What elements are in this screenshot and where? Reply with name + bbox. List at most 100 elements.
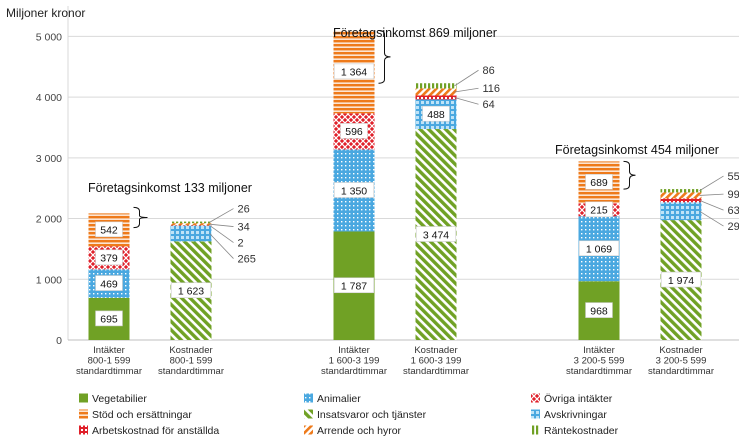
legend-swatch-arr [304, 425, 313, 435]
data-label-box [95, 310, 123, 327]
legend-label-ovr: Övriga intäkter [544, 393, 613, 405]
x-category-label: standardtimmar [566, 366, 632, 377]
bar-segment-avs [170, 225, 212, 242]
x-category-label: 1 600-3 199 [411, 356, 462, 367]
data-label-ins: 1 623 [178, 286, 204, 298]
callout-label-arb: 64 [483, 99, 495, 111]
brace [623, 160, 636, 190]
legend-label-ran: Räntekostnader [544, 425, 619, 437]
data-label-box [660, 271, 702, 288]
y-axis-ticks: 0 1 000 2 000 3 000 4 000 5 000 [36, 31, 62, 347]
data-label-veg: 695 [100, 314, 118, 326]
y-tick-label: 0 [56, 335, 62, 347]
legend-swatch-ins [304, 409, 313, 419]
callout-label-arb: 2 [238, 238, 244, 250]
data-label-sto: 689 [590, 177, 608, 189]
data-label-veg: 968 [590, 305, 608, 317]
legend-swatch-ovr [531, 393, 540, 403]
legend-label-ani: Animalier [317, 393, 361, 405]
x-category-label: 800-1 599 [170, 356, 213, 367]
x-category-label: Intäkter [583, 345, 615, 356]
x-category-label: standardtimmar [321, 366, 387, 377]
callout-line [209, 224, 234, 243]
callout-line [699, 199, 724, 211]
bar-segment-arr [660, 192, 702, 199]
callout-line [454, 87, 479, 93]
data-label-box [585, 174, 613, 190]
callout-label-avs: 294 [728, 221, 739, 233]
callout-line [454, 97, 479, 105]
data-label-box [422, 105, 450, 122]
y-tick-label: 1 000 [36, 274, 62, 286]
data-label-box [333, 182, 375, 198]
data-label-box [585, 201, 613, 218]
bar-segment-arb [660, 198, 702, 203]
legend-swatch-veg [79, 393, 88, 403]
legend-swatch-arb [79, 425, 88, 435]
data-label-avs: 488 [427, 109, 445, 121]
data-label-box [170, 282, 212, 299]
legend-label-veg: Vegetabilier [92, 393, 147, 405]
brace [378, 29, 391, 84]
y-tick-label: 2 000 [36, 214, 62, 226]
callout-label-ran: 26 [238, 204, 250, 216]
callout-label-avs: 265 [238, 254, 256, 266]
data-label-box [95, 249, 123, 266]
callout-line [209, 223, 234, 227]
data-label-ani: 1 069 [586, 244, 612, 256]
income-annotation: Företagsinkomst 133 miljoner [88, 181, 252, 195]
bar-segment-ran [660, 189, 702, 193]
income-annotation: Företagsinkomst 454 miljoner [555, 143, 719, 157]
data-label-box [95, 221, 123, 238]
brace [133, 206, 148, 229]
x-category-label: Kostnader [659, 345, 702, 356]
legend-label-avs: Avskrivningar [544, 409, 607, 421]
callout-label-arr: 99 [728, 189, 739, 201]
data-label-box [333, 277, 375, 294]
x-category-label: Kostnader [169, 345, 212, 356]
data-label-ovr: 596 [345, 126, 363, 138]
x-category-label: standardtimmar [403, 366, 469, 377]
x-category-label: Kostnader [414, 345, 457, 356]
callout-line [209, 233, 234, 259]
bar-segment-arr [415, 88, 457, 96]
callout-line [209, 208, 234, 223]
x-category-label: 1 600-3 199 [329, 356, 380, 367]
x-category-label: standardtimmar [648, 366, 714, 377]
data-label-sto: 1 364 [341, 67, 367, 79]
y-tick-label: 5 000 [36, 31, 62, 43]
data-label-box [415, 226, 457, 242]
annotations: 265 2 34 26 64 116 86 294 63 99 55 Företagsinkomst … [88, 26, 739, 266]
data-label-sto: 542 [100, 225, 118, 237]
legend-swatch-ran [531, 425, 540, 435]
data-label-ovr: 215 [590, 205, 608, 217]
data-label-ani: 469 [100, 278, 118, 290]
data-labels: 695 469 379 542 1 623 1 787 1 350 596 1 364 3 474… [95, 63, 702, 327]
data-label-box [578, 240, 620, 257]
x-category-label: 800-1 599 [88, 356, 131, 367]
bar-segment-arb [170, 225, 212, 226]
legend-label-sto: Stöd och ersättningar [92, 409, 192, 421]
x-category-label: Intäkter [93, 345, 125, 356]
y-tick-label: 4 000 [36, 92, 62, 104]
legend: Vegetabilier Animalier Övriga intäkter Stöd… [79, 393, 619, 437]
y-tick-label: 3 000 [36, 153, 62, 165]
callout-label-ran: 86 [483, 65, 495, 77]
data-label-veg: 1 787 [341, 281, 367, 293]
x-category-label: 3 200-5 599 [574, 356, 625, 367]
callout-line [454, 69, 479, 87]
bar-segment-ran [170, 221, 212, 224]
bar-segment-avs [660, 202, 702, 221]
bar-segment-ran [415, 83, 457, 89]
legend-swatch-ani [304, 393, 313, 403]
legend-swatch-sto [79, 409, 88, 419]
x-category-label: 3 200-5 599 [656, 356, 707, 367]
callout-label-arr: 34 [238, 222, 250, 234]
data-label-box [585, 302, 613, 318]
callout-line [699, 210, 724, 227]
data-label-ins: 3 474 [423, 229, 449, 241]
legend-label-arr: Arrende och hyror [317, 425, 402, 437]
data-label-ins: 1 974 [668, 275, 694, 287]
